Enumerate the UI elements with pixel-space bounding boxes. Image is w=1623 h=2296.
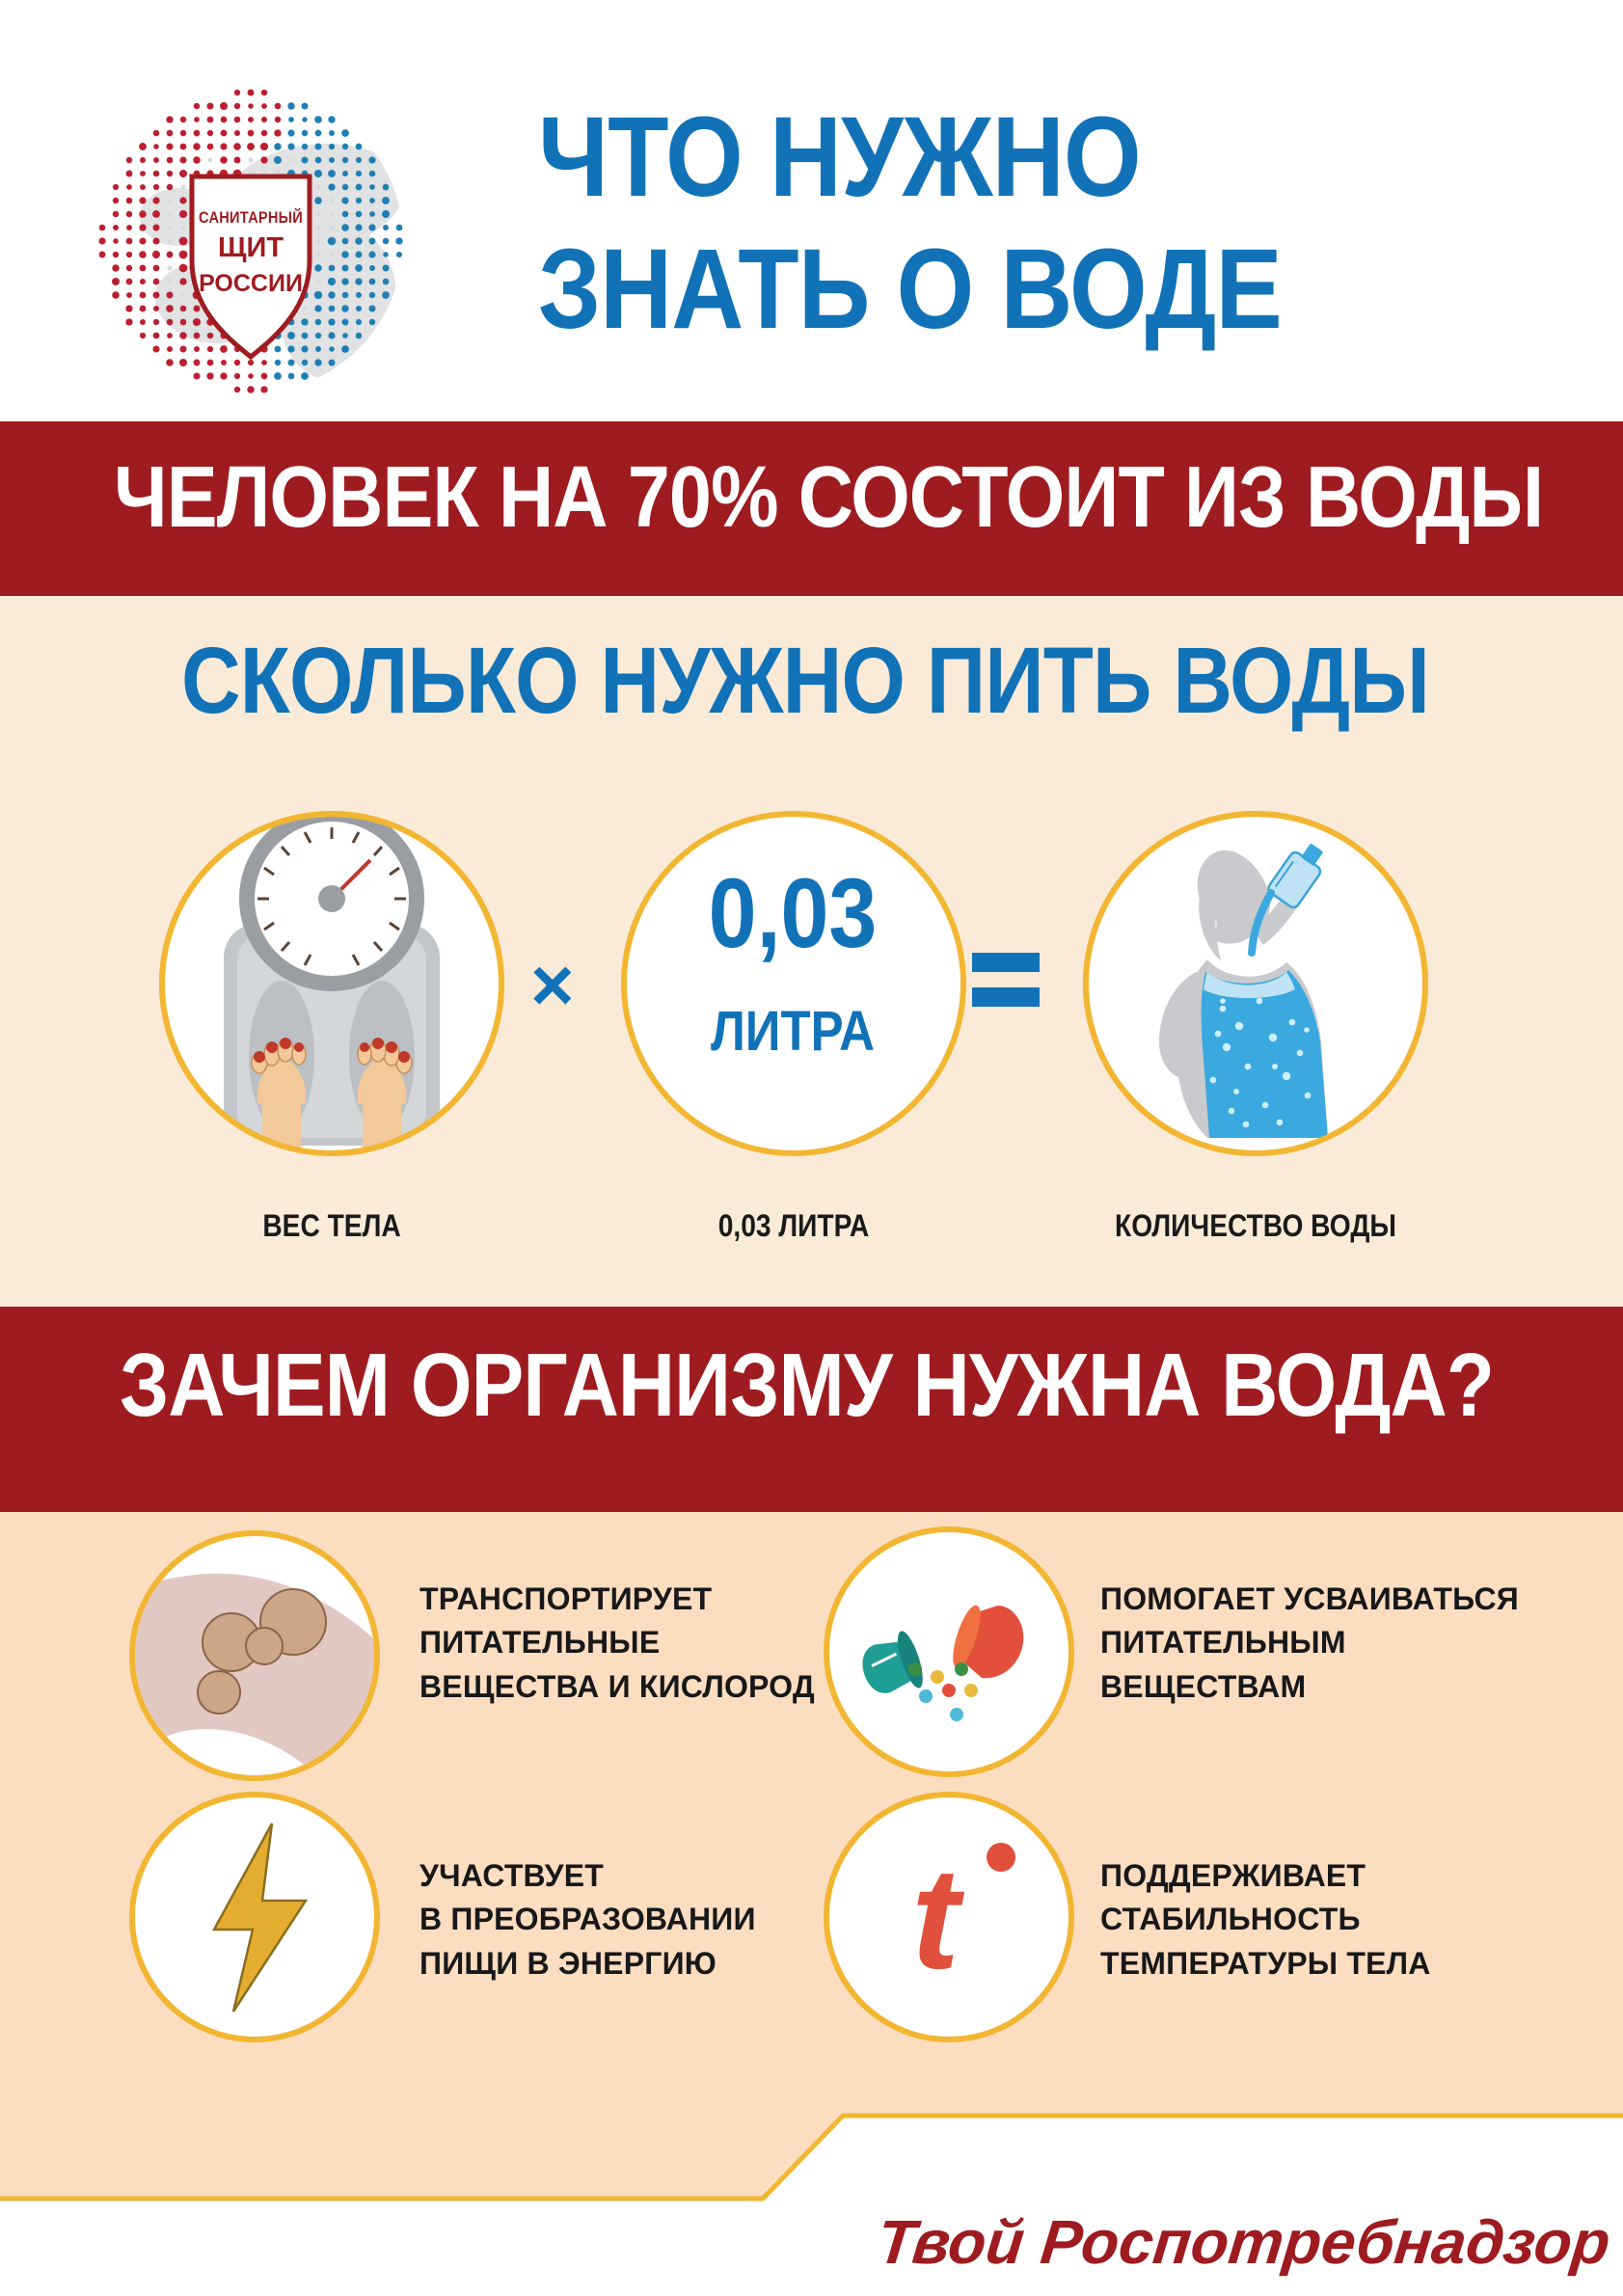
- svg-text:ЩИТ: ЩИТ: [218, 232, 284, 263]
- svg-text:САНИТАРНЫЙ: САНИТАРНЫЙ: [199, 208, 303, 227]
- svg-text:РОССИИ: РОССИИ: [199, 270, 303, 297]
- svg-text:t: t: [911, 1837, 965, 1999]
